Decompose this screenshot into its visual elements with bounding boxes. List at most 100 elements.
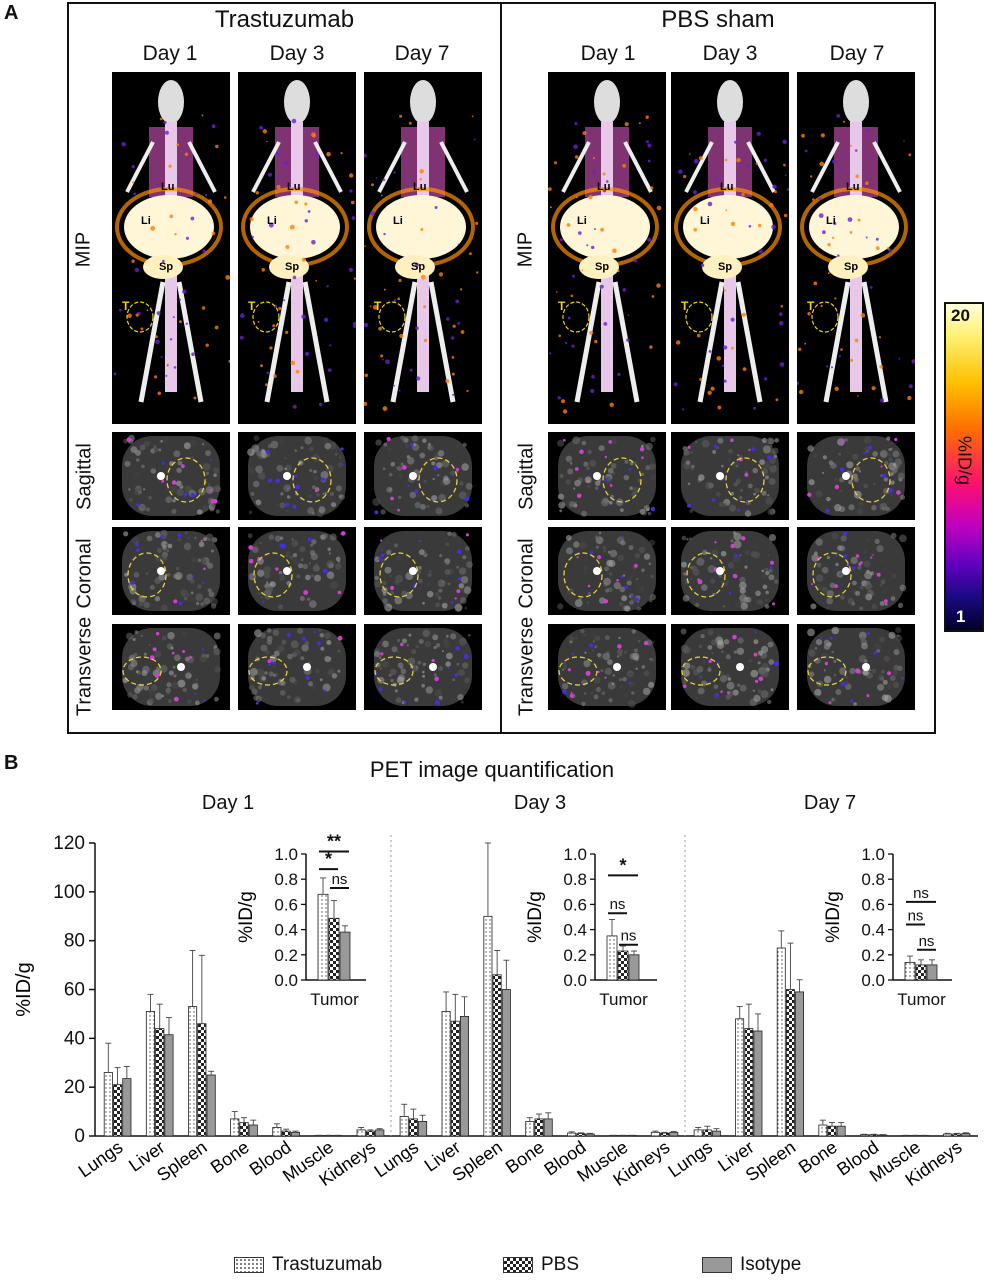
bar (786, 989, 795, 1137)
inset-y-tick-label: 0.2 (274, 946, 298, 965)
legend-item-trastuzumab: Trastuzumab (234, 1254, 382, 1276)
inset-y-tick-label: 0.8 (861, 870, 885, 889)
pet-image-tra (112, 624, 230, 710)
bar (375, 1129, 385, 1137)
pet-image-mip: Lu Li Sp T (671, 72, 789, 424)
x-tick-label: Bone (795, 1137, 841, 1178)
pet-image-mip: Lu Li Sp T (797, 72, 915, 424)
bar (952, 1133, 962, 1137)
inset-y-tick-label: 0.6 (861, 895, 885, 914)
bar (961, 1133, 971, 1137)
legend-swatch-checker (503, 1257, 533, 1273)
significance-label: ns (610, 896, 626, 913)
inset-bar (904, 961, 916, 981)
inset-bar (339, 931, 351, 981)
inset-bar (915, 964, 927, 981)
organ-label-liver: Li (141, 215, 151, 227)
inset-y-tick-label: 0.0 (274, 971, 298, 990)
bar (164, 1034, 174, 1137)
bar (776, 947, 786, 1137)
organ-label-liver: Li (826, 215, 836, 227)
bar (113, 1084, 123, 1137)
organ-label-tumor: T (807, 299, 815, 313)
pet-image-sag (112, 432, 230, 520)
day-label: Day 3 (702, 42, 758, 65)
pet-image-mip: Lu Li Sp T (548, 72, 666, 424)
bar (230, 1118, 240, 1137)
inset-y-tick-label: 0.0 (563, 971, 587, 990)
inset-y-tick-label: 0.2 (563, 946, 587, 965)
inset-y-tick-label: 0.0 (861, 971, 885, 990)
row-label-mip: MIP (514, 231, 537, 268)
organ-label-tumor: T (248, 299, 256, 313)
row-label-sagittal: Sagittal (515, 443, 538, 510)
bar (399, 1116, 409, 1137)
bar (122, 1078, 132, 1137)
bar (567, 1132, 577, 1137)
bar (356, 1129, 366, 1137)
bar (197, 1023, 207, 1137)
organ-label-lung: Lu (720, 181, 733, 193)
organ-label-liver: Li (267, 215, 277, 227)
bar (943, 1133, 953, 1137)
bar (878, 1134, 888, 1137)
row-label-transverse: Transverse (515, 616, 538, 717)
significance-label: ** (327, 831, 341, 851)
significance-label: ns (919, 933, 935, 950)
bar (281, 1130, 291, 1137)
organ-label-spleen: Sp (718, 261, 732, 273)
pet-image-tra (548, 624, 666, 710)
inset-bar (328, 917, 340, 981)
day-label: Day 7 (829, 42, 885, 65)
bar (525, 1120, 535, 1137)
organ-label-liver: Li (700, 215, 710, 227)
pet-image-tra (797, 624, 915, 710)
row-label-sagittal: Sagittal (73, 443, 96, 510)
pbs-frame (500, 2, 936, 734)
legend-item-isotype: Isotype (702, 1254, 801, 1276)
inset-bar (926, 964, 938, 981)
inset-x-tick-label: Tumor (310, 990, 359, 1009)
pet-image-sag (364, 432, 482, 520)
bar (441, 1011, 451, 1137)
inset-bar (317, 893, 329, 981)
bar (290, 1131, 300, 1137)
bar (702, 1129, 712, 1137)
organ-label-spleen: Sp (159, 261, 173, 273)
significance-label: ns (332, 871, 348, 888)
colorbar-min-label: 1 (956, 607, 966, 626)
bar (795, 991, 805, 1137)
panel-b-letter: B (4, 752, 19, 774)
pet-image-sag (548, 432, 666, 520)
significance-label: ns (908, 908, 924, 925)
y-tick-label: 80 (64, 931, 85, 952)
pet-image-sag (671, 432, 789, 520)
pet-image-cor (671, 527, 789, 615)
organ-label-spleen: Sp (595, 261, 609, 273)
colorbar-max-label: 20 (951, 306, 970, 325)
inset-y-axis-label: %ID/g (525, 891, 546, 943)
pet-image-tra (238, 624, 356, 710)
bar (365, 1130, 375, 1137)
bar (206, 1074, 216, 1137)
legend-label: Trastuzumab (272, 1254, 383, 1275)
bar (836, 1125, 846, 1137)
bar (650, 1131, 660, 1137)
inset-y-tick-label: 1.0 (563, 845, 587, 864)
organ-label-lung: Lu (597, 181, 610, 193)
day-title: Day 1 (202, 792, 254, 814)
y-tick-label: 20 (64, 1077, 85, 1098)
y-tick-label: 120 (53, 833, 85, 854)
inset-x-tick-label: Tumor (599, 990, 648, 1009)
bar (744, 1028, 754, 1137)
organ-label-liver: Li (577, 215, 587, 227)
bar (103, 1072, 113, 1137)
pet-image-cor (112, 527, 230, 615)
organ-label-liver: Li (393, 215, 403, 227)
inset-bar (617, 950, 629, 981)
y-tick-label: 100 (53, 882, 85, 903)
inset-y-tick-label: 0.4 (861, 921, 885, 940)
bar (418, 1120, 428, 1137)
x-tick-label: Lungs (371, 1137, 423, 1182)
inset-y-tick-label: 0.8 (563, 870, 587, 889)
